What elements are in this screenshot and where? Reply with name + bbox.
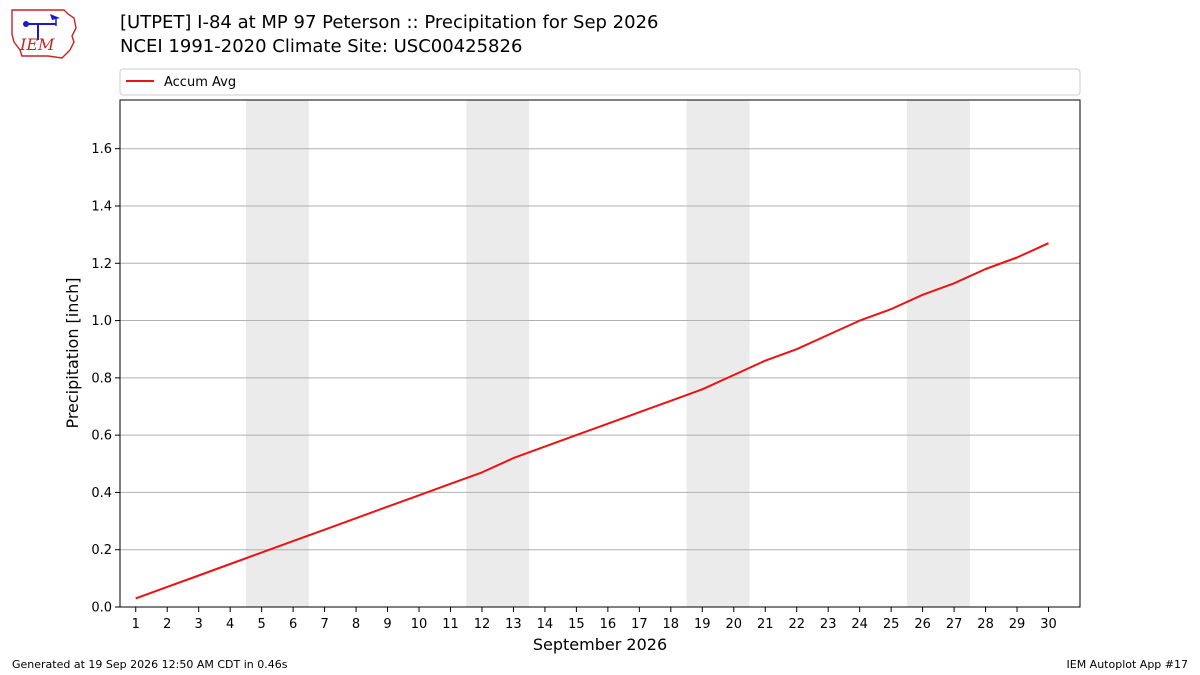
x-tick-label: 13 <box>505 617 522 632</box>
page-title-line2: NCEI 1991-2020 Climate Site: USC00425826 <box>120 36 523 57</box>
page-title-line1: [UTPET] I-84 at MP 97 Peterson :: Precip… <box>120 12 659 33</box>
iem-logo: IEM <box>11 9 77 59</box>
y-tick-label: 0.6 <box>91 429 112 444</box>
series-line-accum-avg <box>135 242 1049 600</box>
x-tick-label: 29 <box>1009 617 1026 632</box>
x-tick-label: 25 <box>883 617 900 632</box>
x-tick-label: 22 <box>788 617 805 632</box>
x-tick-label: 23 <box>820 617 837 632</box>
x-tick-label: 26 <box>914 617 931 632</box>
x-tick-label: 16 <box>600 617 617 632</box>
footer-app: IEM Autoplot App #17 <box>1066 658 1189 671</box>
legend-box <box>119 68 1081 96</box>
x-tick-label: 4 <box>226 617 234 632</box>
x-tick-label: 15 <box>568 617 585 632</box>
y-tick-label: 1.2 <box>91 257 112 272</box>
x-axis-label: September 2026 <box>533 635 667 654</box>
plot-frame <box>119 99 1081 608</box>
logo-text: IEM <box>19 35 55 54</box>
x-tick-label: 8 <box>352 617 360 632</box>
x-tick-label: 12 <box>474 617 491 632</box>
y-tick-label: 1.4 <box>91 199 112 214</box>
x-tick-label: 27 <box>946 617 963 632</box>
weekend-band-4 <box>906 100 970 607</box>
x-tick-label: 9 <box>383 617 391 632</box>
series-group <box>135 242 1049 600</box>
y-tick-label: 0.2 <box>91 543 112 558</box>
footer-generated: Generated at 19 Sep 2026 12:50 AM CDT in… <box>12 658 288 671</box>
weekend-bands <box>245 100 970 607</box>
x-tick-label: 3 <box>195 617 203 632</box>
y-tick-label: 0.8 <box>91 371 112 386</box>
x-tick-label: 11 <box>442 617 459 632</box>
legend: Accum Avg <box>119 68 1081 96</box>
weekend-band-2 <box>466 100 530 607</box>
x-tick-label: 7 <box>320 617 328 632</box>
x-tick-label: 21 <box>757 617 774 632</box>
y-tick-label: 1.6 <box>91 142 112 157</box>
x-tick-label: 19 <box>694 617 711 632</box>
x-tick-label: 17 <box>631 617 648 632</box>
weekend-band-1 <box>245 100 309 607</box>
x-tick-label: 20 <box>725 617 742 632</box>
x-tick-label: 14 <box>537 617 554 632</box>
x-tick-label: 24 <box>851 617 868 632</box>
y-axis-ticks: 0.0 0.2 0.4 0.6 0.8 1.0 1.2 1.4 1.6 <box>91 142 120 616</box>
x-tick-label: 28 <box>977 617 994 632</box>
x-tick-label: 6 <box>289 617 297 632</box>
y-axis-label: Precipitation [inch] <box>63 277 82 428</box>
x-axis-ticks: 1 2 3 4 5 6 7 8 9 10 11 12 13 14 15 16 17 18 19 20 21 22 23 24 2… <box>132 607 1057 632</box>
x-tick-label: 30 <box>1040 617 1057 632</box>
y-tick-label: 0.0 <box>91 601 112 616</box>
y-tick-label: 0.4 <box>91 486 112 501</box>
weekend-band-3 <box>686 100 750 607</box>
legend-label: Accum Avg <box>164 75 236 90</box>
x-tick-label: 5 <box>257 617 265 632</box>
y-tick-label: 1.0 <box>91 314 112 329</box>
x-tick-label: 2 <box>163 617 171 632</box>
x-tick-label: 18 <box>663 617 680 632</box>
x-tick-label: 1 <box>132 617 140 632</box>
x-tick-label: 10 <box>411 617 428 632</box>
